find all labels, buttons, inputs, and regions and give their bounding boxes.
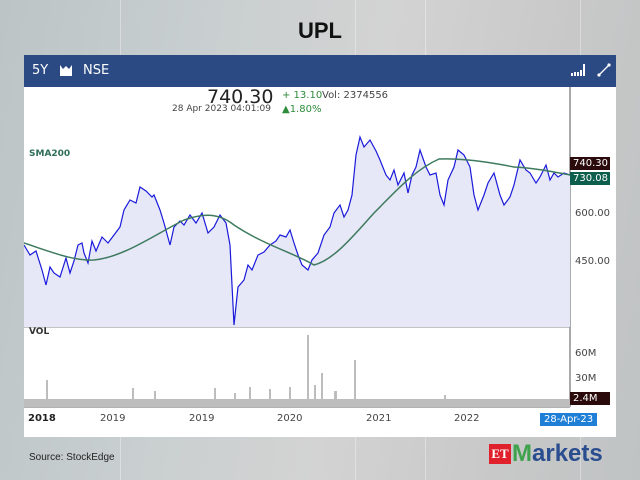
bar-volume-icon[interactable] xyxy=(571,64,585,80)
chart-toolbar: 5Y NSE xyxy=(24,55,616,87)
vol-tick-60m: 60M xyxy=(575,348,597,359)
volume-value: Vol: 2374556 xyxy=(322,90,389,101)
et-logo-badge: ET xyxy=(489,444,511,464)
x-tick-2021: 2021 xyxy=(366,413,392,424)
draw-line-icon[interactable] xyxy=(597,63,611,81)
source-caption: Source: StockEdge xyxy=(29,452,115,463)
area-chart-icon[interactable] xyxy=(60,64,73,80)
x-tick-2022: 2022 xyxy=(454,413,480,424)
exchange-selector[interactable]: NSE xyxy=(83,63,110,78)
x-tick-2019b: 2019 xyxy=(189,413,215,424)
x-tick-2020: 2020 xyxy=(277,413,303,424)
x-tick-2018: 2018 xyxy=(28,413,56,424)
price-line xyxy=(24,134,571,326)
volume-bars xyxy=(24,335,570,407)
page-title: UPL xyxy=(298,18,342,43)
price-chart[interactable] xyxy=(24,55,616,437)
period-selector[interactable]: 5Y xyxy=(32,63,49,78)
y-tick-450: 450.00 xyxy=(575,256,610,267)
chart-panel: 5Y NSE xyxy=(24,55,616,437)
et-markets-logo: ET Markets xyxy=(489,440,603,467)
y-tick-600: 600.00 xyxy=(575,208,610,219)
vol-tick-30m: 30M xyxy=(575,373,597,384)
last-price: 740.30 xyxy=(207,86,274,108)
quote-timestamp: 28 Apr 2023 04:01:09 xyxy=(172,104,271,114)
sma200-line xyxy=(24,158,571,266)
markets-wordmark: Markets xyxy=(512,440,603,467)
x-tick-2019a: 2019 xyxy=(100,413,126,424)
last-price-tag: 740.30 xyxy=(570,157,610,170)
current-date-tag: 28-Apr-23 xyxy=(540,413,598,426)
sma200-label: SMA200 xyxy=(29,149,71,159)
volume-label: VOL xyxy=(29,327,50,337)
price-change: + 13.10 xyxy=(282,90,323,101)
sma-value-tag: 730.08 xyxy=(570,172,610,185)
percent-change: ▲1.80% xyxy=(282,104,322,115)
last-volume-tag: 2.4M xyxy=(570,392,610,405)
